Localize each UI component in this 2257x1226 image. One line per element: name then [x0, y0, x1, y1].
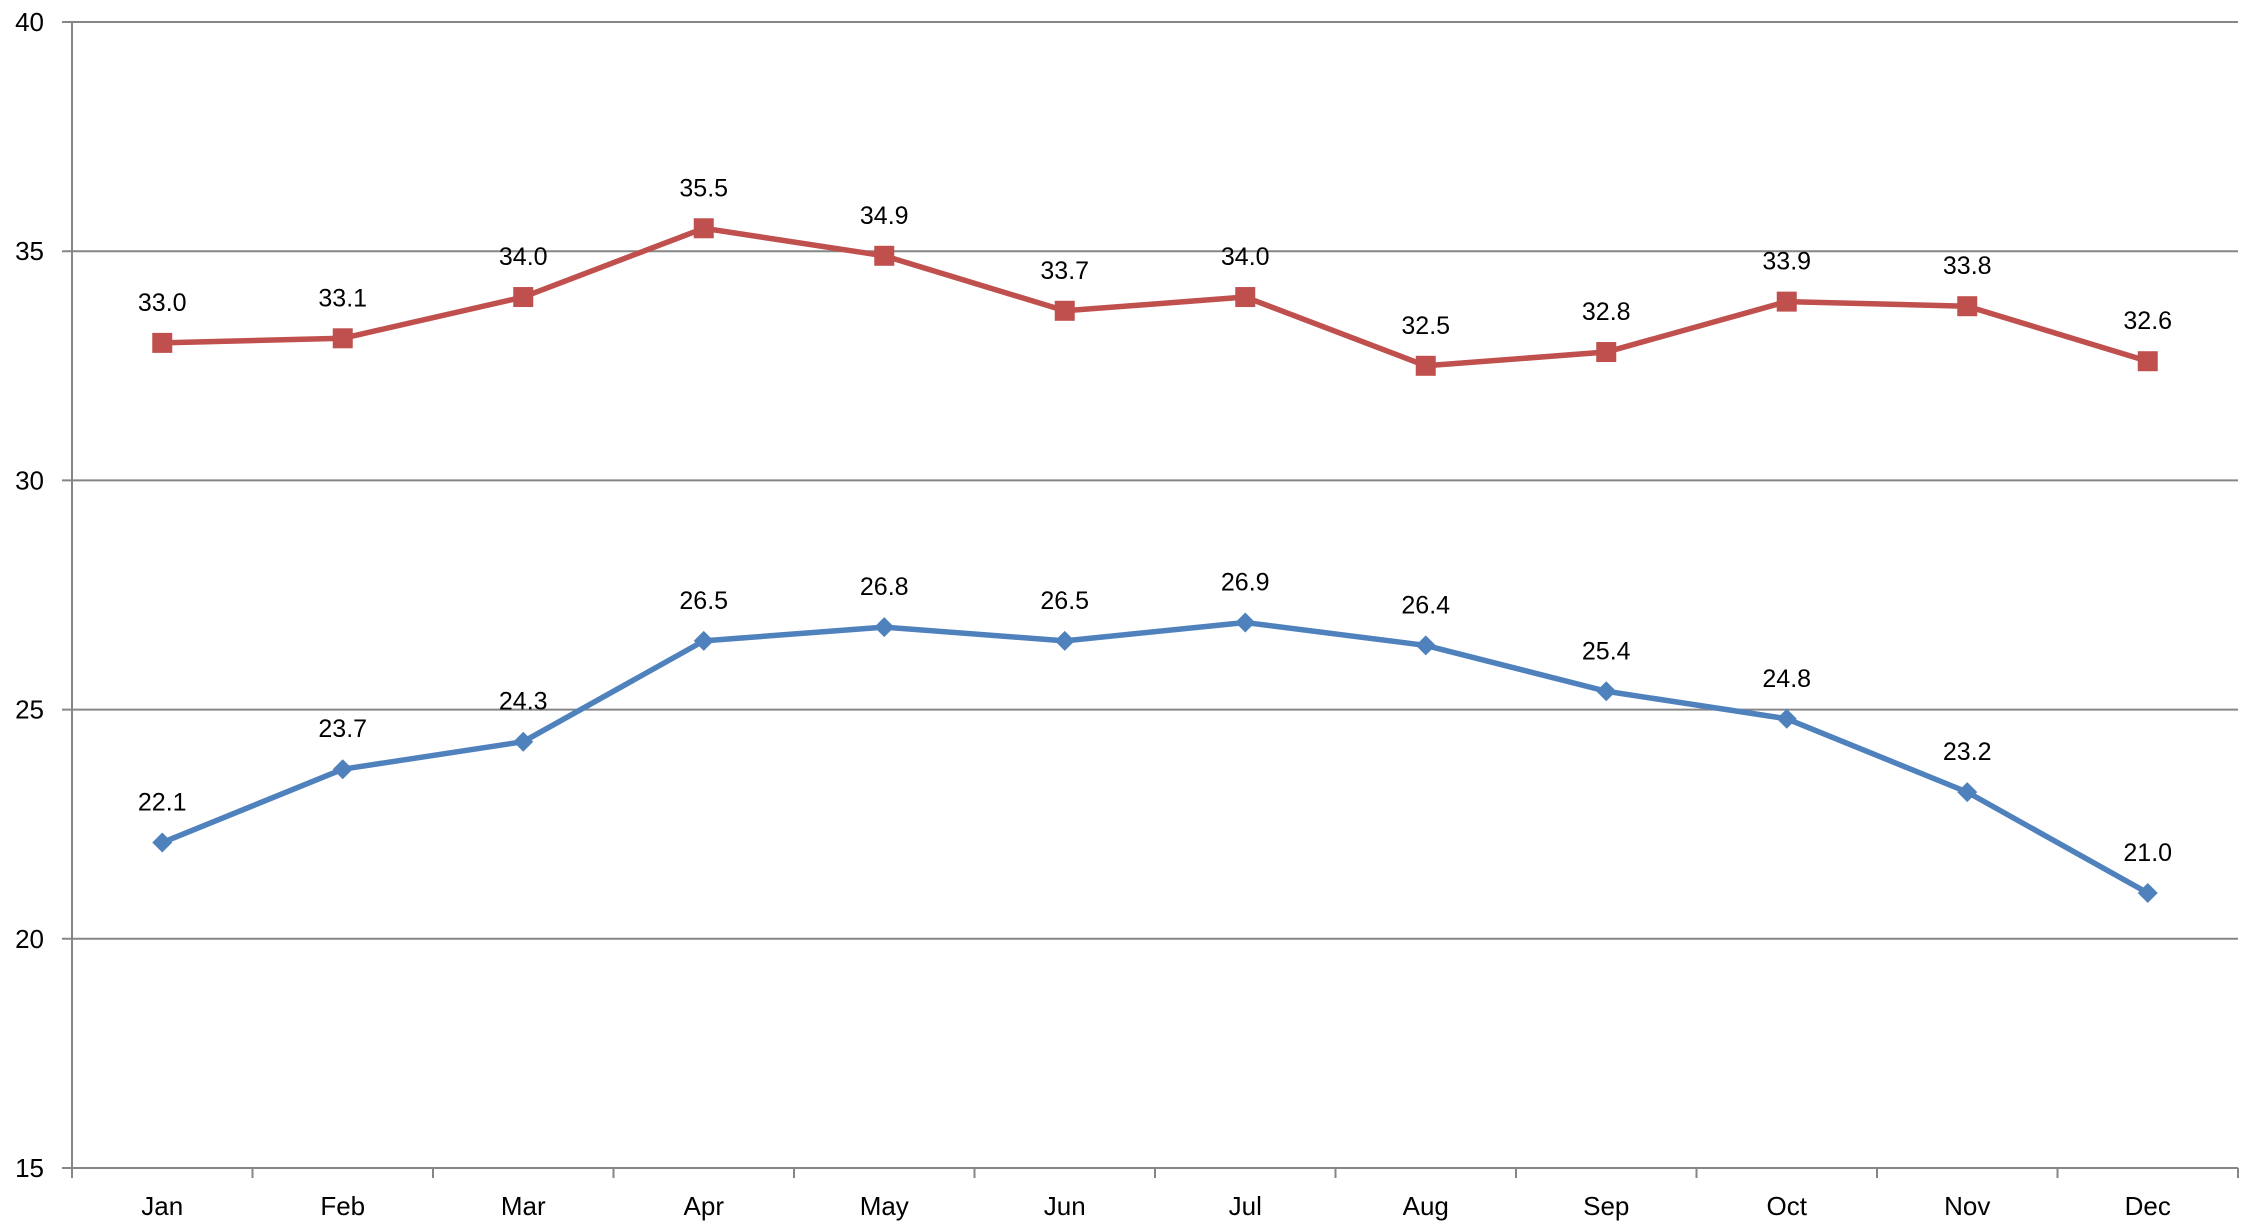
- x-tick-label: Apr: [684, 1191, 725, 1221]
- data-label: 32.6: [2123, 307, 2172, 335]
- y-tick-label: 25: [15, 695, 44, 725]
- x-tick-label: Jul: [1229, 1191, 1262, 1221]
- data-point-square: [2137, 351, 2158, 372]
- x-tick-label: Nov: [1944, 1191, 1990, 1221]
- data-label: 26.4: [1401, 591, 1450, 619]
- x-tick-label: Jun: [1044, 1191, 1086, 1221]
- data-point-square: [1957, 296, 1978, 317]
- data-point-square: [152, 332, 173, 353]
- y-tick-label: 15: [15, 1153, 44, 1183]
- data-label: 24.8: [1762, 665, 1811, 693]
- y-tick-label: 20: [15, 924, 44, 954]
- data-point-square: [513, 287, 534, 308]
- data-point-square: [874, 245, 895, 266]
- data-point-diamond: [1054, 630, 1075, 651]
- data-label: 33.7: [1040, 257, 1089, 285]
- data-point-diamond: [2137, 882, 2158, 903]
- data-label: 22.1: [138, 789, 187, 817]
- data-label: 33.9: [1762, 248, 1811, 276]
- data-label: 23.7: [318, 715, 367, 743]
- data-label: 34.0: [499, 243, 548, 271]
- data-point-diamond: [152, 832, 173, 853]
- y-tick-label: 40: [15, 7, 44, 37]
- data-point-diamond: [874, 617, 895, 638]
- data-point-diamond: [1415, 635, 1436, 656]
- x-tick-label: Dec: [2125, 1191, 2171, 1221]
- x-tick-label: Feb: [320, 1191, 365, 1221]
- series-1: 22.1 23.7 24.3 26.5 26.8 26.5 26.9 26.4 25.4 24.8…: [138, 569, 2172, 903]
- data-point-diamond: [693, 630, 714, 651]
- x-tick-label: May: [860, 1191, 909, 1221]
- data-label: 33.8: [1943, 252, 1992, 280]
- data-label: 26.5: [679, 587, 728, 615]
- data-point-diamond: [1776, 708, 1797, 729]
- data-label: 35.5: [679, 174, 728, 202]
- data-label: 33.0: [138, 289, 187, 317]
- x-tick-label: Oct: [1767, 1191, 1808, 1221]
- data-label: 32.8: [1582, 298, 1631, 326]
- data-point-diamond: [332, 759, 353, 780]
- data-label: 26.8: [860, 573, 909, 601]
- data-point-diamond: [1235, 612, 1256, 633]
- x-tick-label: Jan: [141, 1191, 183, 1221]
- x-tick-label: Aug: [1403, 1191, 1449, 1221]
- data-point-diamond: [1596, 681, 1617, 702]
- data-label: 34.0: [1221, 243, 1270, 271]
- data-point-diamond: [513, 731, 534, 752]
- data-label: 23.2: [1943, 738, 1992, 766]
- data-point-square: [1235, 287, 1256, 308]
- x-tick-label: Mar: [501, 1191, 546, 1221]
- data-point-square: [1415, 355, 1436, 376]
- data-point-square: [693, 218, 714, 239]
- data-label: 26.9: [1221, 569, 1270, 597]
- data-point-square: [1776, 291, 1797, 312]
- data-point-square: [1596, 342, 1617, 363]
- data-point-square: [332, 328, 353, 349]
- series-0: 33.0 33.1 34.0 35.5 34.9 33.7 34.0 32.5 32.8 33.9…: [138, 174, 2172, 376]
- data-label: 21.0: [2123, 839, 2172, 867]
- data-label: 26.5: [1040, 587, 1089, 615]
- y-tick-label: 30: [15, 465, 44, 495]
- y-tick-label: 35: [15, 236, 44, 266]
- series-line: [162, 225, 2149, 369]
- data-label: 33.1: [318, 284, 367, 312]
- x-tick-label: Sep: [1583, 1191, 1629, 1221]
- data-point-square: [1054, 300, 1075, 321]
- data-label: 24.3: [499, 688, 548, 716]
- data-label: 25.4: [1582, 637, 1631, 665]
- data-point-diamond: [1957, 782, 1978, 803]
- data-label: 32.5: [1401, 312, 1450, 340]
- data-label: 34.9: [860, 202, 909, 230]
- series-line: [161, 619, 2150, 896]
